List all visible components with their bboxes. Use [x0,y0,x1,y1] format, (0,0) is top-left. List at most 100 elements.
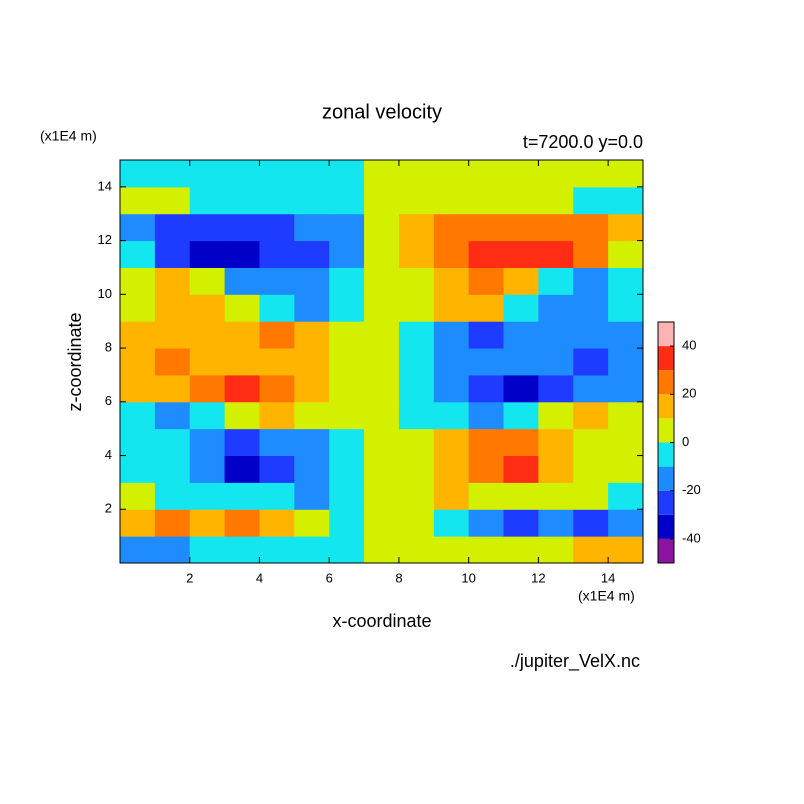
field-cell [573,455,609,483]
field-cell [154,267,191,295]
source-file: ./jupiter_VelX.nc [510,651,640,672]
field-cell [433,294,470,322]
field-cell [364,160,400,188]
field-cell [120,348,156,376]
field-cell [154,294,191,322]
field-cell [503,401,539,430]
y-tick-label: 14 [98,178,112,193]
field-cell [364,294,400,322]
y-tick-label: 12 [98,232,112,247]
field-cell [259,267,295,295]
field-cell [154,213,191,242]
field-cell [154,428,191,457]
field-cell [468,160,505,188]
field-cell [433,321,470,349]
field-cell [329,213,365,242]
field-cell [224,321,260,349]
colorbar-swatch [658,322,674,347]
field-cell [189,482,226,510]
field-cell [608,160,644,188]
colorbar-tick-label: 40 [682,338,696,353]
field-cell [538,294,574,322]
field-cell [433,455,470,483]
field-cell [433,401,470,430]
field-cell [608,267,644,295]
field-cell [259,213,295,242]
field-cell [433,160,470,188]
field-cell [189,294,226,322]
field-cell [538,482,574,510]
field-cell [189,186,226,215]
field-cell [398,294,435,322]
field-cell [120,160,156,188]
field-cell [398,428,435,457]
field-cell [294,213,330,242]
field-cell [364,186,400,215]
colorbar-swatch [658,442,674,467]
axes: 2 4 6 8 10 12 14 2 4 6 8 10 12 14 -40 -20 0 20 40 [98,159,701,585]
field-cell [503,321,539,349]
field-cell [468,401,505,430]
field-cell [468,536,505,564]
field-cell [608,455,644,483]
field-cell [189,213,226,242]
field-cell [189,401,226,430]
field-cell [364,455,400,483]
field-cell [433,374,470,403]
field-cell [398,186,435,215]
field-cell [503,482,539,510]
field-cell [538,186,574,215]
x-tick-label: 10 [461,570,475,585]
field-cell [468,348,505,376]
field-cell [433,240,470,268]
field-cell [120,294,156,322]
field-cell [398,240,435,268]
field-cell [189,321,226,349]
y-tick-label: 2 [105,501,112,516]
field-cell [294,321,330,349]
y-axis-label: z-coordinate [65,312,85,411]
colorbar-swatch [658,538,674,563]
field-cell [364,321,400,349]
field-cell [259,536,295,564]
field-cell [154,401,191,430]
field-cell [573,186,609,215]
colorbar-swatch [658,490,674,515]
field-cell [503,186,539,215]
field-cell [259,321,295,349]
field-cell [259,374,295,403]
field-cell [224,213,260,242]
field-cell [538,428,574,457]
field-cell [120,509,156,537]
field-cell [573,294,609,322]
field-cell [503,213,539,242]
field-cell [538,536,574,564]
field-cell [294,536,330,564]
field-cell [468,509,505,537]
field-cell [573,482,609,510]
field-cell [468,267,505,295]
field-cell [503,374,539,403]
field-cell [189,267,226,295]
chart-title: zonal velocity [322,101,442,123]
colorbar-swatch [658,370,674,395]
x-tick-label: 6 [326,570,333,585]
field-cell [154,482,191,510]
field-cell [259,294,295,322]
field-cell [364,428,400,457]
field-cell [329,509,365,537]
field-cell [433,509,470,537]
field-cell [503,240,539,268]
field-cell [120,428,156,457]
field-cell [294,160,330,188]
field-cell [608,401,644,430]
field-cell [294,348,330,376]
field-cell [503,455,539,483]
field-cell [294,482,330,510]
x-tick-label: 4 [256,570,263,585]
field-cell [364,401,400,430]
field-cell [398,374,435,403]
field-cell [573,428,609,457]
field [120,160,644,564]
field-cell [538,240,574,268]
